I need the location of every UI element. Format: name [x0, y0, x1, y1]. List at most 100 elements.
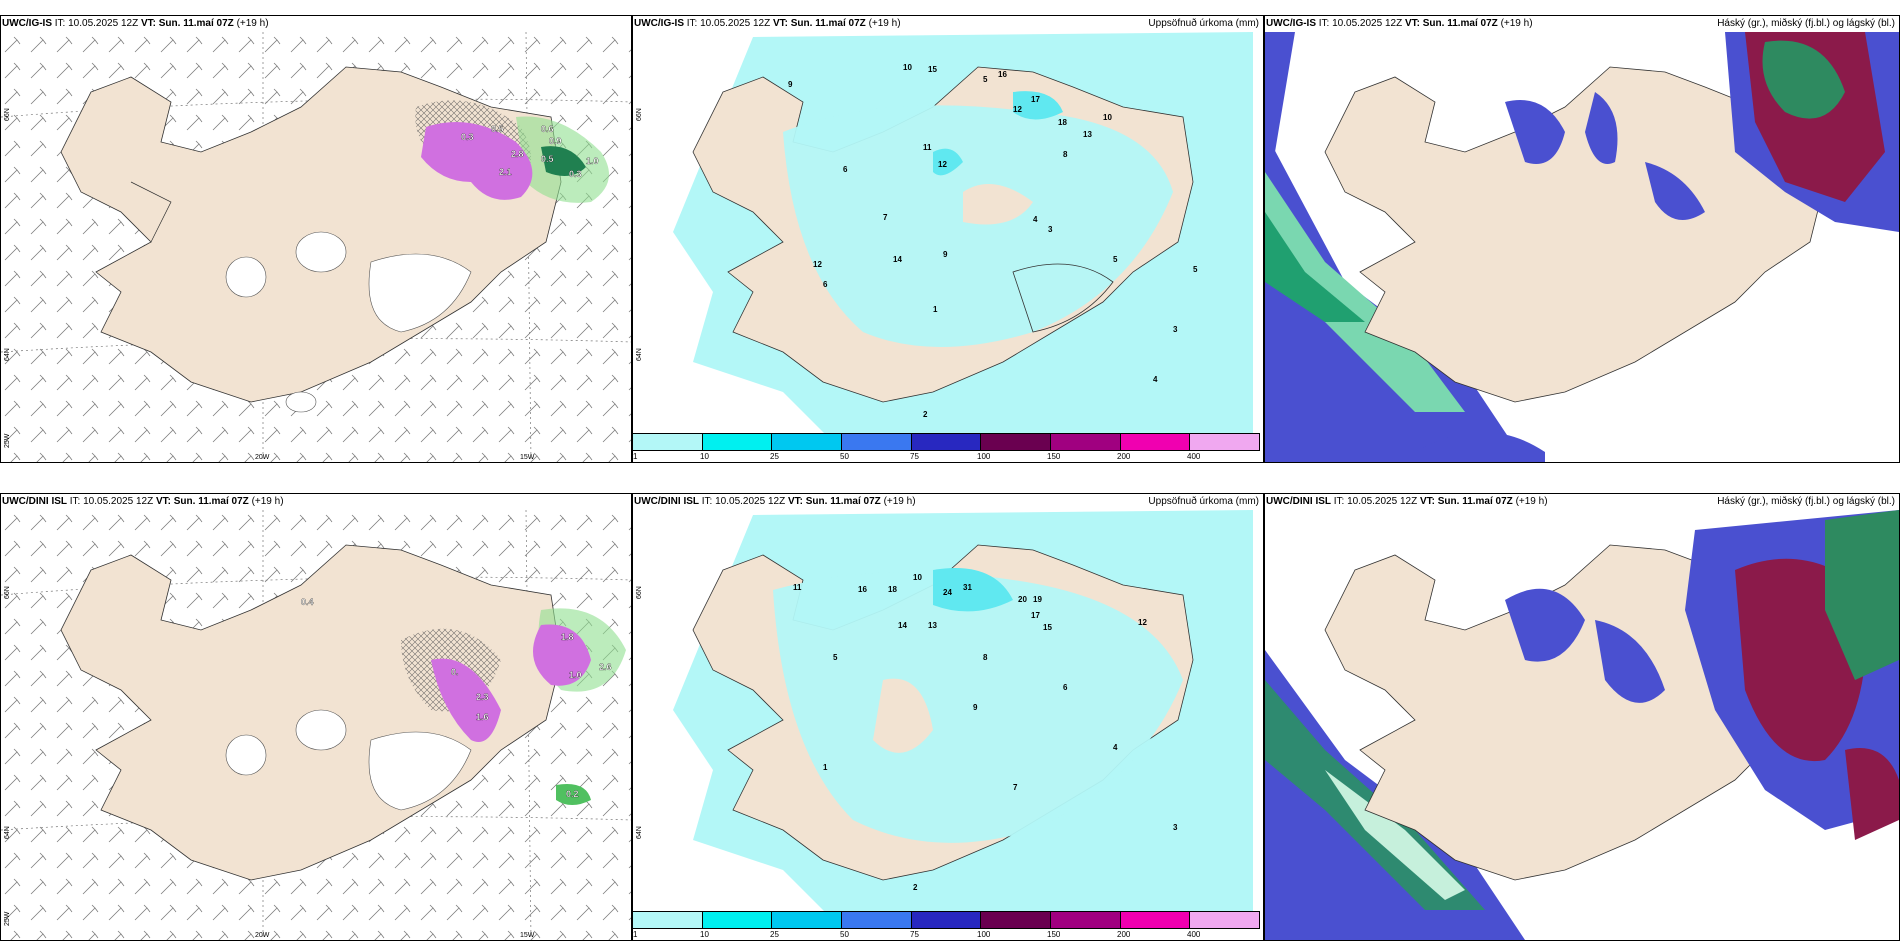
- precip-label: 0.: [451, 667, 459, 677]
- precip-value: 9: [973, 703, 978, 712]
- panel-title: UWC/DINI ISL IT: 10.05.2025 12Z VT: Sun.…: [2, 496, 284, 507]
- precip-value: 8: [1063, 150, 1068, 159]
- precip-value: 16: [858, 585, 867, 594]
- panel-top-mid: UWC/IG-IS IT: 10.05.2025 12Z VT: Sun. 11…: [632, 15, 1264, 463]
- precip-label: 1.0: [586, 156, 599, 166]
- legend-tick: 50: [840, 930, 849, 939]
- precip-map: 16 18 24 31 20 19 17 15 12 14 13 10 9 11…: [633, 510, 1263, 920]
- lon-label: 25W: [4, 433, 11, 448]
- lat-label: 66N: [4, 586, 11, 599]
- precip-label: 0.3: [569, 169, 582, 179]
- lat-label: 64N: [4, 348, 11, 361]
- precip-label: 0.9: [549, 136, 562, 146]
- precip-value: 2: [913, 883, 918, 892]
- precip-value: 5: [983, 75, 988, 84]
- wind-map: 0.6 0.9 0.5 0.3 2.8 2.1 0.5 1.0 0.3: [1, 32, 631, 462]
- panel-field-title: Uppsöfnuð úrkoma (mm): [1148, 18, 1259, 29]
- legend-swatch: [911, 912, 982, 928]
- lon-label: 20W: [255, 932, 270, 939]
- precip-value: 3: [1173, 325, 1178, 334]
- panel-top-right: UWC/IG-IS IT: 10.05.2025 12Z VT: Sun. 11…: [1264, 15, 1900, 463]
- precip-value: 14: [898, 621, 907, 630]
- legend-tick: 10: [700, 452, 709, 461]
- legend-swatch: [702, 434, 773, 450]
- precip-legend-top: 1 10 25 50 75 100 150 200 400: [632, 433, 1260, 463]
- precip-value: 3: [1048, 225, 1053, 234]
- precip-value: 9: [788, 80, 793, 89]
- precip-value: 1: [823, 763, 828, 772]
- legend-tick: 200: [1117, 452, 1131, 461]
- legend-tick: 10: [700, 930, 709, 939]
- legend-swatch: [1120, 912, 1191, 928]
- legend-tick: 400: [1187, 930, 1201, 939]
- precip-value: 15: [1043, 623, 1052, 632]
- precip-value: 5: [1113, 255, 1118, 264]
- precip-value: 18: [888, 585, 897, 594]
- precip-label: 0.4: [301, 597, 314, 607]
- precip-value: 12: [1013, 105, 1022, 114]
- lat-label: 66N: [4, 108, 11, 121]
- panel-field-title: Háský (gr.), miðský (fj.bl.) og lágský (…: [1717, 18, 1895, 29]
- precip-label: 0.6: [541, 124, 554, 134]
- legend-tick: 100: [977, 930, 991, 939]
- precip-value: 4: [1033, 215, 1038, 224]
- precip-value: 16: [998, 70, 1007, 79]
- precip-value: 10: [903, 63, 912, 72]
- wind-map: 1.8 2.6 0. 2.3 1.6 1.0 0.4 0.2: [1, 510, 631, 940]
- legend-swatch: [911, 434, 982, 450]
- precip-value: 13: [1083, 130, 1092, 139]
- precip-value: 12: [813, 260, 822, 269]
- precip-label: 1.8: [561, 632, 574, 642]
- legend-tick: 25: [770, 452, 779, 461]
- legend-tick: 200: [1117, 930, 1131, 939]
- lon-label: 25W: [4, 911, 11, 926]
- cloud-map: [1265, 510, 1899, 940]
- legend-swatch: [772, 912, 843, 928]
- precip-value: 8: [983, 653, 988, 662]
- precip-value: 19: [1033, 595, 1042, 604]
- precip-magenta: [431, 658, 501, 742]
- panel-field-title: Háský (gr.), miðský (fj.bl.) og lágský (…: [1717, 496, 1895, 507]
- precip-value: 24: [943, 588, 952, 597]
- precip-label: 2.8: [511, 149, 524, 159]
- precip-label: 2.1: [499, 167, 512, 177]
- precip-value: 20: [1018, 595, 1027, 604]
- legend-swatch: [1051, 912, 1121, 928]
- precip-value: 6: [823, 280, 828, 289]
- precip-label: 0.3: [461, 132, 474, 142]
- precip-value: 10: [1103, 113, 1112, 122]
- legend-bar: [632, 911, 1260, 929]
- precip-value: 10: [913, 573, 922, 582]
- precip-map: 10 15 16 9 5 17 12 18 13 11 12 8 10 4 3 …: [633, 32, 1263, 442]
- precip-value: 17: [1031, 95, 1040, 104]
- precip-value: 4: [1113, 743, 1118, 752]
- panel-title: UWC/IG-IS IT: 10.05.2025 12Z VT: Sun. 11…: [2, 18, 269, 29]
- cloud-map: [1265, 32, 1899, 462]
- precip-label: 0.5: [541, 154, 554, 164]
- panel-title: UWC/IG-IS IT: 10.05.2025 12Z VT: Sun. 11…: [1266, 18, 1533, 29]
- precip-value: 4: [1153, 375, 1158, 384]
- panel-top-left: UWC/IG-IS IT: 10.05.2025 12Z VT: Sun. 11…: [0, 15, 632, 463]
- panel-bot-left: UWC/DINI ISL IT: 10.05.2025 12Z VT: Sun.…: [0, 493, 632, 941]
- panel-bot-right: UWC/DINI ISL IT: 10.05.2025 12Z VT: Sun.…: [1264, 493, 1900, 941]
- panel-title: UWC/IG-IS IT: 10.05.2025 12Z VT: Sun. 11…: [634, 18, 901, 29]
- precip-value: 15: [928, 65, 937, 74]
- legend-swatch: [981, 912, 1052, 928]
- legend-swatch: [842, 434, 912, 450]
- legend-swatch: [981, 434, 1052, 450]
- precip-value: 1: [933, 305, 938, 314]
- precip-value: 5: [1193, 265, 1198, 274]
- iceland-land: [1324, 66, 1826, 403]
- precip-value: 5: [833, 653, 838, 662]
- precip-value: 7: [1013, 783, 1018, 792]
- precip-label: 0.5: [491, 124, 504, 134]
- lon-label: 15W: [520, 932, 535, 939]
- precip-value: 6: [1063, 683, 1068, 692]
- precip-value: 13: [928, 621, 937, 630]
- legend-bar: [632, 433, 1260, 451]
- lat-label: 66N: [636, 586, 643, 599]
- precip-value: 31: [963, 583, 972, 592]
- legend-swatch: [1051, 434, 1121, 450]
- legend-tick: 150: [1047, 452, 1061, 461]
- legend-tick: 1: [633, 452, 638, 461]
